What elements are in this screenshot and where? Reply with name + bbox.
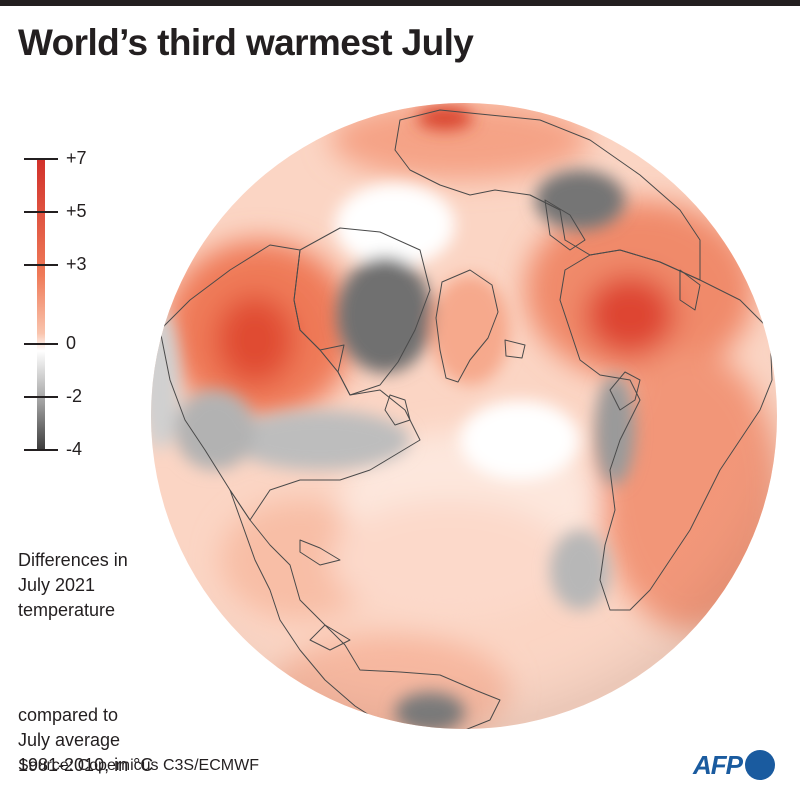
description-upper: Differences in July 2021 temperature [18,548,128,623]
description-line: July 2021 [18,575,96,595]
legend-tick-zero [24,343,58,345]
description-line: temperature [18,600,116,620]
legend-label-plus3: +3 [66,254,87,274]
legend-color-bar [37,158,45,450]
afp-logo-dot-icon [745,750,775,780]
legend-tick-plus3 [24,264,58,266]
legend-label-zero: 0 [66,333,77,353]
legend-tick-plus5 [24,211,58,213]
description-lower: compared to July average 1981-2010, in °… [18,703,153,778]
color-legend: +7 +5 +3 0 -2 -4 [20,148,140,460]
legend-label-plus5: +5 [66,201,87,221]
legend-label-minus2: -2 [66,386,83,406]
page-title: World’s third warmest July [18,22,474,63]
source-credit: Source: Copernicus C3S/ECMWF [18,757,259,774]
legend-tick-plus7 [24,158,58,160]
legend-tick-minus4 [24,449,58,451]
legend-label-minus4: -4 [66,439,83,459]
globe-shading [151,103,777,729]
afp-logo-text: AFP [693,749,743,780]
description-line: compared to [18,705,119,725]
description-line: Differences in [18,550,128,570]
description-line: July average [18,730,121,750]
afp-logo: AFP [693,748,775,782]
legend-label-plus7: +7 [66,148,87,168]
legend-tick-minus2 [24,396,58,398]
top-rule [0,0,800,6]
description-line: 1981-2010, in °C [18,755,154,775]
